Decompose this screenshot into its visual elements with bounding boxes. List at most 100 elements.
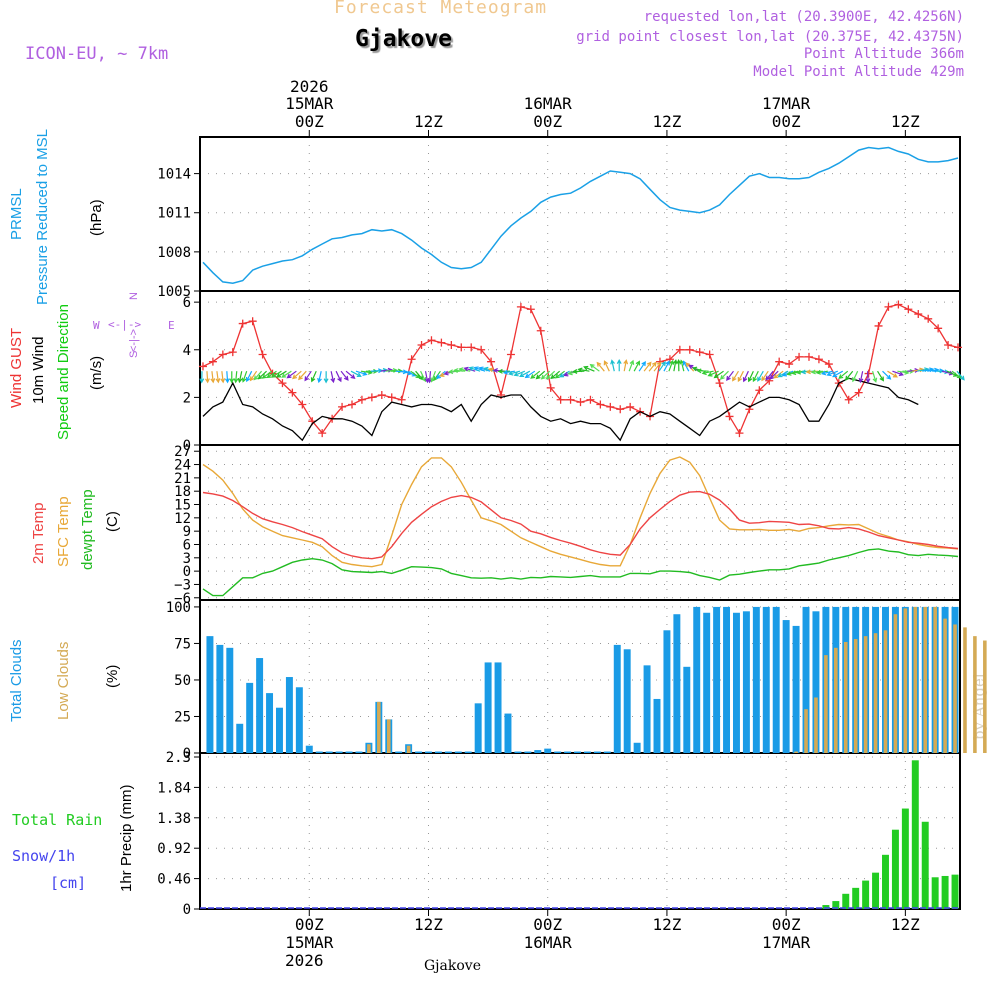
wind-direction-arrow: [773, 370, 784, 379]
wind-direction-arrow: [726, 370, 734, 381]
wind-direction-arrow: [468, 366, 481, 372]
total-cloud-bar: [236, 723, 244, 753]
wind-direction-arrow: [628, 359, 635, 372]
y-tick-label: 12: [174, 511, 191, 527]
x-tick-label-top: 12Z: [414, 112, 443, 131]
total-cloud-bar: [444, 751, 452, 753]
gust-marker: [238, 319, 247, 328]
total-cloud-bar: [574, 751, 581, 753]
wind-direction-arrow: [350, 370, 362, 377]
wind-direction-arrow: [653, 361, 662, 372]
gust-marker: [457, 343, 466, 352]
compass-east-label: E: [168, 319, 175, 332]
wind-direction-arrow: [577, 367, 590, 373]
wind-direction-arrow: [310, 370, 317, 383]
gust-marker: [735, 429, 744, 438]
gust-marker: [954, 343, 963, 352]
gust-marker: [924, 314, 933, 323]
wind-direction-arrow: [275, 370, 287, 378]
total-cloud-bar: [345, 751, 353, 753]
gust-marker: [944, 341, 953, 349]
wind-direction-arrow: [317, 371, 322, 384]
wind-direction-arrow: [956, 370, 965, 381]
wind-direction-arrow: [826, 370, 839, 377]
total-cloud-bar: [623, 649, 631, 753]
gust-marker: [695, 348, 704, 357]
rain-bar: [891, 829, 899, 909]
gust-marker: [417, 341, 426, 349]
gust-marker: [596, 400, 605, 409]
total-cloud-bar: [484, 662, 492, 753]
wind-direction-arrow: [448, 369, 461, 375]
total-cloud-bar: [812, 611, 820, 753]
wind-direction-arrow: [524, 370, 536, 379]
wind-direction-arrow: [820, 370, 833, 376]
wind-direction-arrow: [249, 370, 258, 382]
y-tick-label: 75: [174, 636, 191, 652]
snow-unit-label: [cm]: [50, 874, 87, 892]
wind-direction-arrow: [304, 370, 312, 382]
gust-marker: [516, 302, 525, 311]
rain-bar: [931, 877, 939, 909]
wind-direction-arrow: [882, 370, 892, 380]
gust-marker: [437, 338, 446, 347]
gust-marker: [854, 388, 863, 397]
total-cloud-bar: [305, 745, 313, 753]
gust-marker: [705, 350, 714, 359]
wind-direction-arrow: [453, 368, 466, 373]
gust-marker: [377, 391, 386, 399]
wind-direction-arrow: [292, 370, 302, 380]
gust-marker: [606, 402, 615, 411]
wind-direction-arrow: [237, 371, 243, 384]
wind-direction-arrow: [205, 371, 210, 384]
y-tick-label: −6: [174, 591, 191, 607]
wind-direction-arrow: [747, 370, 754, 383]
low-cloud-bar: [903, 608, 908, 753]
total-cloud-bar: [315, 751, 323, 753]
gust-marker: [814, 355, 823, 364]
wind-direction-arrow: [266, 370, 277, 379]
y-tick-label: 21: [174, 471, 191, 487]
low-cloud-bar: [943, 618, 947, 753]
gust-marker: [626, 402, 635, 411]
low-cloud-bar: [923, 606, 928, 753]
gust-marker: [616, 405, 625, 414]
x-tick-label-top: 00Z: [295, 112, 324, 131]
wind-direction-arrow: [701, 370, 714, 376]
y-tick-label: 0.46: [157, 872, 191, 888]
wind-direction-arrow: [335, 370, 342, 383]
wind-direction-arrow: [220, 371, 226, 384]
wind-direction-arrow: [210, 371, 216, 384]
wind-direction-arrow: [757, 370, 764, 382]
wind-direction-arrow: [638, 361, 646, 372]
total-cloud-bar: [454, 751, 462, 753]
y-tick-label: 18: [174, 484, 191, 500]
total-cloud-bar: [544, 748, 552, 753]
wind-direction-arrow: [224, 371, 230, 384]
chart-title: Forecast Meteogram: [334, 0, 548, 18]
gust-marker: [556, 395, 565, 404]
gust-marker: [675, 345, 684, 354]
dewpt-line: [202, 548, 959, 597]
y-tick-label: 1005: [157, 284, 191, 300]
wind-direction-arrow: [633, 360, 640, 372]
total-cloud-bar: [554, 751, 562, 753]
wind-direction-arrow: [323, 371, 329, 384]
low-cloud-bar: [913, 606, 918, 753]
total-cloud-bar: [762, 606, 770, 753]
low-cloud-bar: [406, 745, 411, 753]
rain-bar: [882, 854, 889, 909]
wind-direction-arrow: [513, 370, 526, 377]
gust-marker: [387, 393, 396, 402]
total-cloud-bar: [276, 707, 283, 753]
y-tick-label: 2.3: [166, 750, 191, 766]
low-cloud-bar: [893, 614, 898, 753]
wind-direction-arrow: [458, 367, 471, 373]
wind-direction-arrow: [245, 370, 253, 383]
gust-marker: [278, 379, 287, 388]
gust-marker: [526, 305, 535, 314]
total-cloud-bar: [464, 751, 472, 753]
wind-direction-arrow: [583, 365, 595, 372]
total-cloud-bar: [206, 636, 214, 753]
wind-direction-arrow: [261, 370, 272, 379]
